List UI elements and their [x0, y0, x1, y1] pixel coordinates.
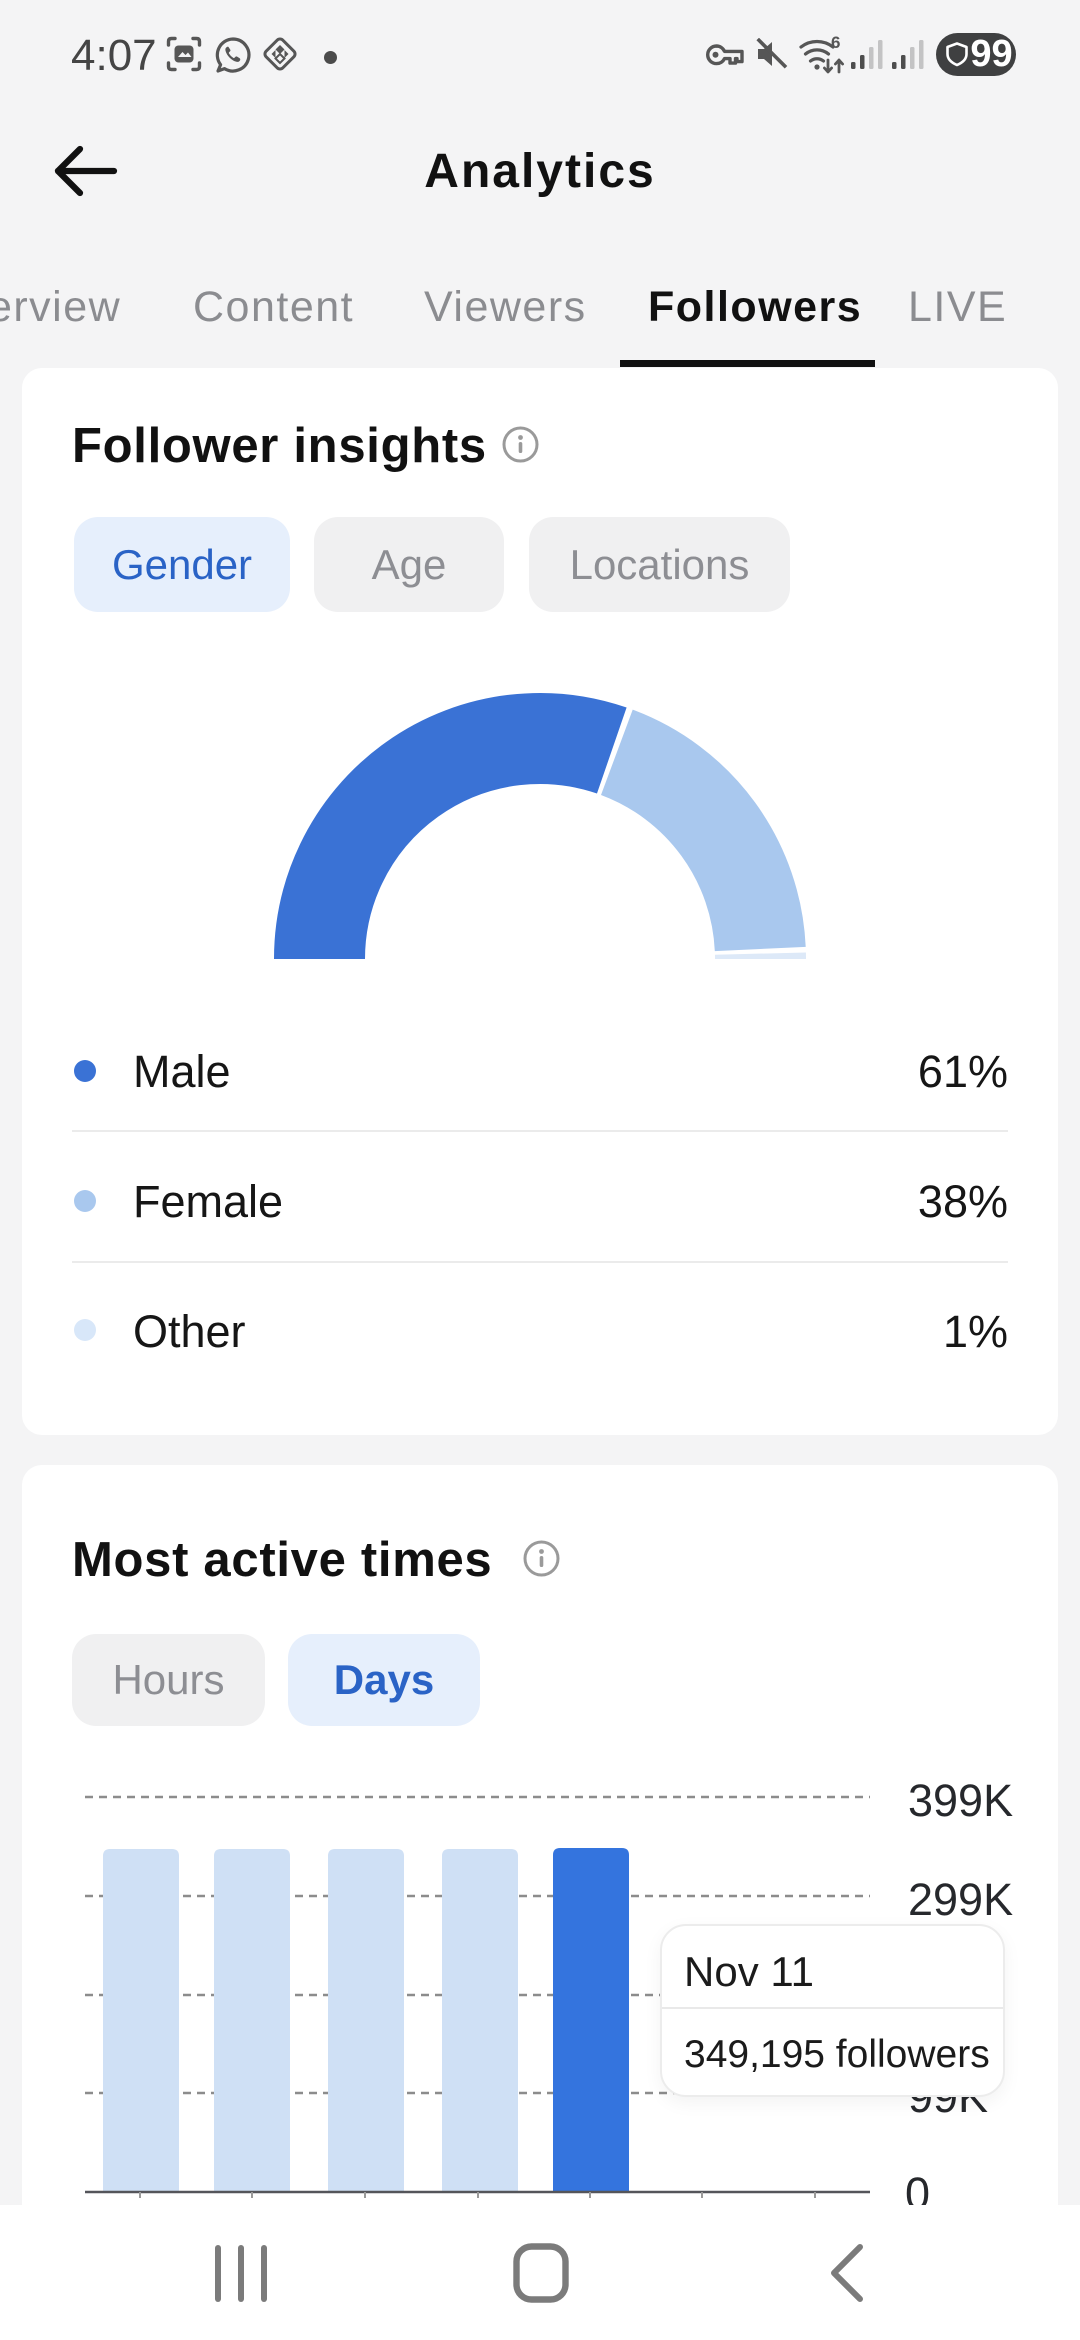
svg-text:6: 6 — [831, 34, 840, 52]
